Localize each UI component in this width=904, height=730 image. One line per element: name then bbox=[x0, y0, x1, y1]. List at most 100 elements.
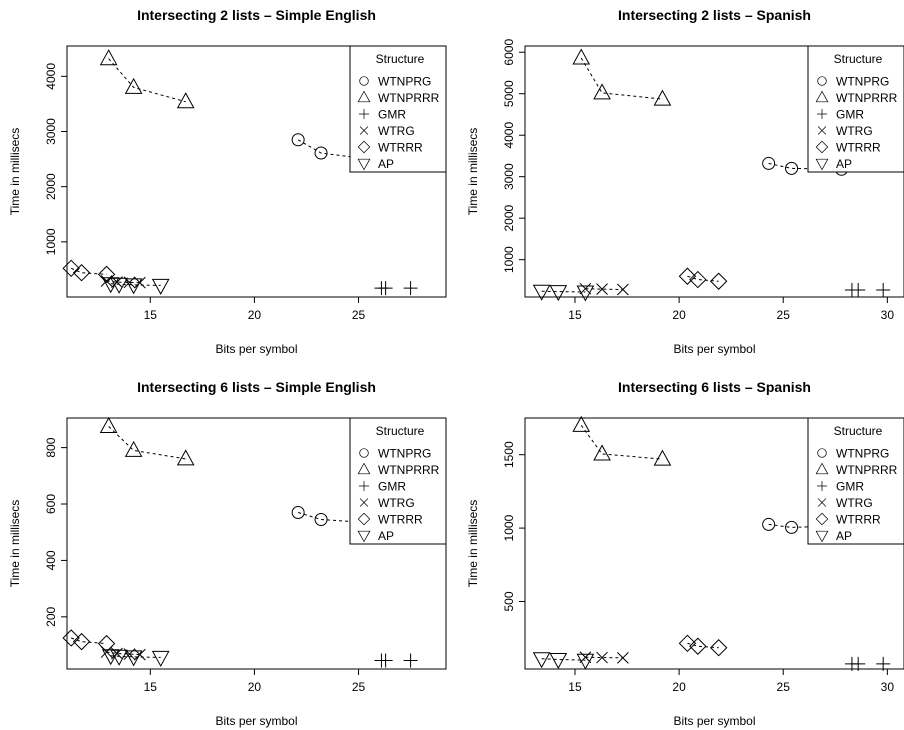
series-line bbox=[298, 511, 365, 523]
data-point-plus bbox=[876, 656, 891, 671]
legend-triangle-icon bbox=[357, 462, 371, 475]
data-point-triangle bbox=[572, 48, 591, 65]
x-tick-label: 25 bbox=[352, 308, 366, 322]
legend-diamond-icon bbox=[815, 140, 829, 154]
legend-marker bbox=[357, 90, 371, 103]
data-point-triangle-down bbox=[576, 285, 595, 302]
legend-cross-icon bbox=[817, 126, 827, 135]
data-point-circle bbox=[762, 156, 776, 170]
series-gmr bbox=[844, 656, 891, 671]
series-wtnprrr bbox=[572, 48, 672, 106]
legend-label: AP bbox=[836, 157, 852, 171]
y-tick-label: 600 bbox=[44, 494, 58, 514]
series-line bbox=[580, 425, 663, 460]
legend-label: WTRRR bbox=[378, 141, 423, 155]
y-tick-label: 4000 bbox=[44, 63, 58, 90]
series-line bbox=[106, 280, 140, 284]
data-point-triangle-down bbox=[549, 652, 568, 669]
x-tick-label: 30 bbox=[881, 308, 895, 322]
legend-diamond-icon bbox=[815, 512, 829, 526]
legend-triangle-icon bbox=[815, 462, 829, 475]
data-point-cross bbox=[617, 283, 629, 296]
legend-marker bbox=[816, 108, 828, 120]
y-tick-label: 200 bbox=[44, 606, 58, 626]
legend-marker bbox=[817, 126, 827, 135]
chart-panel-3: Intersecting 6 lists – Simple English 15 2… bbox=[8, 379, 447, 728]
legend-marker bbox=[359, 126, 369, 135]
data-point-diamond bbox=[97, 265, 116, 284]
series-line bbox=[108, 58, 186, 103]
legend: Structure WTNPRG WTNPRRR GMR WTRG WTRRR AP bbox=[807, 45, 904, 173]
legend-marker bbox=[815, 512, 829, 526]
legend-circle-icon bbox=[359, 76, 369, 86]
series-line bbox=[585, 656, 623, 659]
x-tick-label: 20 bbox=[248, 308, 262, 322]
x-axis-label: Bits per symbol bbox=[215, 342, 297, 356]
data-point-plus bbox=[876, 282, 891, 297]
legend: Structure WTNPRG WTNPRRR GMR WTRG WTRRR AP bbox=[349, 417, 447, 545]
chart-title: Intersecting 2 lists – Simple English bbox=[137, 7, 376, 23]
legend-triangle-icon bbox=[815, 90, 829, 103]
data-point-diamond bbox=[62, 629, 80, 647]
legend-label: WTNPRG bbox=[378, 447, 431, 461]
x-tick-label: 20 bbox=[672, 308, 686, 322]
legend-marker bbox=[816, 480, 828, 492]
legend-label: WTNPRRR bbox=[836, 91, 898, 105]
legend-marker bbox=[815, 140, 829, 154]
data-point-triangle-down bbox=[124, 278, 143, 295]
legend-marker bbox=[359, 498, 369, 507]
series-wtrrr bbox=[62, 259, 116, 284]
data-point-triangle bbox=[176, 92, 195, 109]
data-point-circle bbox=[785, 520, 799, 534]
chart-title: Intersecting 2 lists – Spanish bbox=[618, 7, 811, 23]
legend-triangle-down-icon bbox=[815, 530, 829, 543]
legend-marker bbox=[357, 462, 371, 475]
chart-title: Intersecting 6 lists – Simple English bbox=[137, 379, 376, 395]
legend-cross-icon bbox=[817, 498, 827, 507]
y-tick-label: 3000 bbox=[502, 163, 516, 190]
data-point-plus bbox=[851, 282, 866, 297]
y-tick-label: 1000 bbox=[44, 228, 58, 255]
data-point-triangle bbox=[653, 449, 672, 466]
data-point-diamond bbox=[678, 634, 697, 653]
y-axis-label: Time in millisecs bbox=[8, 500, 22, 588]
series-line bbox=[110, 655, 161, 658]
legend-label: WTNPRRR bbox=[836, 463, 898, 477]
legend-circle-icon bbox=[817, 448, 827, 458]
data-point-triangle-down bbox=[549, 285, 568, 302]
legend-marker bbox=[358, 480, 370, 492]
x-axis-label: Bits per symbol bbox=[673, 714, 755, 728]
data-point-triangle-down bbox=[151, 278, 170, 295]
legend-label: WTNPRRR bbox=[378, 91, 440, 105]
x-axis-label: Bits per symbol bbox=[673, 342, 755, 356]
chart-panel-4: Intersecting 6 lists – Spanish 15 20 25 30 50… bbox=[466, 379, 904, 728]
data-point-triangle bbox=[593, 83, 611, 100]
series-ap bbox=[532, 284, 595, 302]
data-point-diamond bbox=[678, 267, 697, 285]
y-tick-label: 3000 bbox=[44, 118, 58, 145]
data-point-diamond bbox=[72, 264, 91, 282]
data-point-triangle bbox=[176, 449, 195, 466]
data-point-cross bbox=[617, 651, 629, 664]
legend-label: WTRG bbox=[378, 496, 415, 510]
legend-marker bbox=[817, 76, 827, 86]
data-point-diamond bbox=[97, 634, 116, 653]
legend-label: WTRG bbox=[378, 124, 415, 138]
legend-circle-icon bbox=[359, 448, 369, 458]
legend-marker bbox=[359, 448, 369, 458]
x-tick-label: 20 bbox=[672, 680, 686, 694]
data-point-triangle-down bbox=[110, 649, 128, 666]
data-point-triangle bbox=[124, 440, 143, 457]
data-point-plus bbox=[378, 281, 393, 296]
chart-panel-2: Intersecting 2 lists – Spanish 15 20 25 30 10… bbox=[466, 7, 904, 356]
data-point-plus bbox=[851, 656, 866, 671]
legend-label: WTNPRRR bbox=[378, 463, 440, 477]
legend-plus-icon bbox=[816, 480, 828, 492]
y-tick-label: 2000 bbox=[502, 205, 516, 232]
x-tick-label: 30 bbox=[881, 680, 895, 694]
series-wtnprrr bbox=[99, 49, 195, 109]
legend: Structure WTNPRG WTNPRRR GMR WTRG WTRRR AP bbox=[807, 417, 904, 545]
legend-label: WTRRR bbox=[378, 513, 423, 527]
series-line bbox=[108, 426, 186, 460]
